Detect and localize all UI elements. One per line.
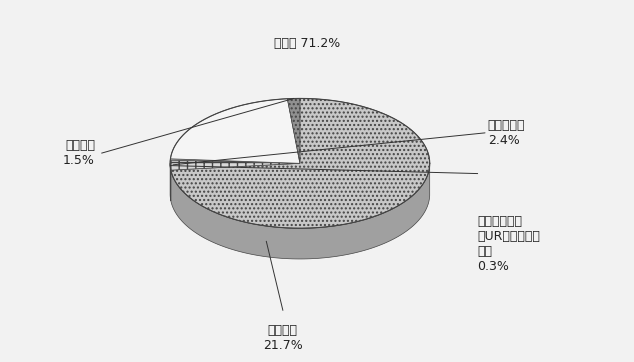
- Text: 都市再生機構
（UR）・公社の
借家
0.3%: 都市再生機構 （UR）・公社の 借家 0.3%: [477, 215, 540, 273]
- Polygon shape: [171, 99, 300, 163]
- Polygon shape: [170, 160, 300, 170]
- Text: 給与住宅
1.5%: 給与住宅 1.5%: [63, 139, 95, 167]
- Polygon shape: [171, 159, 300, 163]
- Polygon shape: [171, 165, 430, 259]
- Polygon shape: [287, 98, 300, 163]
- Text: 持ち家 71.2%: 持ち家 71.2%: [274, 37, 340, 50]
- Text: 公営の借家
2.4%: 公営の借家 2.4%: [488, 119, 526, 147]
- Polygon shape: [170, 163, 171, 201]
- Text: 民営借家
21.7%: 民営借家 21.7%: [263, 324, 302, 352]
- Polygon shape: [171, 98, 430, 228]
